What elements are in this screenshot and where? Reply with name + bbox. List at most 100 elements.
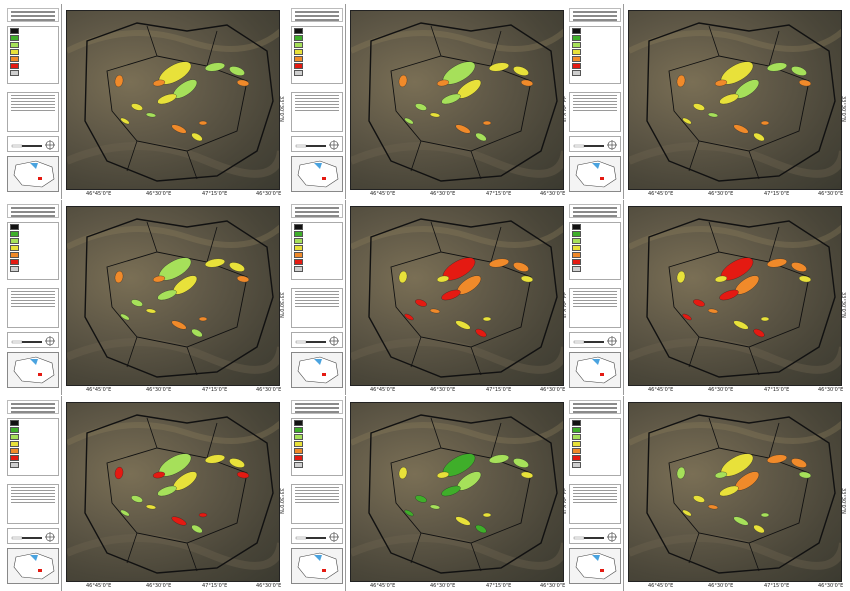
zone-patch xyxy=(475,132,487,142)
legend-swatch xyxy=(572,245,581,251)
zone-patch xyxy=(198,316,208,322)
zone-patch xyxy=(171,516,187,526)
zone-patch xyxy=(707,308,719,314)
scale-bar-box xyxy=(569,136,621,152)
legend-notes-box xyxy=(569,484,621,524)
zone-patch xyxy=(157,289,177,301)
legend-swatch xyxy=(572,455,581,461)
inset-locator-map xyxy=(569,156,621,192)
map-legend xyxy=(4,4,62,199)
zone-patch xyxy=(404,313,414,321)
legend-notes-box xyxy=(7,288,59,328)
legend-swatch xyxy=(10,252,19,258)
legend-swatch xyxy=(10,441,19,447)
zone-patch xyxy=(236,275,250,283)
scale-bar-box xyxy=(7,136,59,152)
zone-patch xyxy=(131,103,143,111)
zone-patch xyxy=(415,495,427,503)
legend-swatch xyxy=(294,238,303,244)
legend-swatch xyxy=(572,63,581,69)
longitude-label: 46°45'0"E xyxy=(370,583,396,589)
legend-swatch xyxy=(294,420,303,426)
longitude-label: 46°45'0"E xyxy=(648,387,674,393)
legend-swatch xyxy=(294,224,303,230)
county-boundary xyxy=(390,447,532,544)
legend-swatch xyxy=(10,224,19,230)
inset-locator-map xyxy=(569,352,621,388)
longitude-label: 47°15'0"E xyxy=(486,583,512,589)
zone-patch xyxy=(791,262,807,272)
latitude-labels: 33°30'0"N xyxy=(838,230,846,380)
legend-classes-box xyxy=(7,418,59,476)
province-boundary xyxy=(646,414,836,574)
latitude-label: 33°30'0"N xyxy=(562,292,568,318)
zone-patch xyxy=(455,320,471,330)
longitude-label: 46°30'0"E xyxy=(540,583,566,589)
satellite-map xyxy=(66,10,280,190)
zone-patch xyxy=(760,316,770,322)
zone-patch xyxy=(482,316,492,322)
zone-patch xyxy=(766,62,788,72)
longitude-label: 46°30'0"E xyxy=(256,191,282,197)
zone-patch xyxy=(191,132,203,142)
zone-patch xyxy=(482,512,492,518)
zone-patch xyxy=(429,308,441,314)
longitude-label: 46°30'0"E xyxy=(146,583,172,589)
legend-swatch xyxy=(572,441,581,447)
zone-patch xyxy=(733,320,749,330)
longitude-label: 46°30'0"E xyxy=(146,387,172,393)
legend-swatch xyxy=(10,448,19,454)
zone-patch xyxy=(404,117,414,125)
legend-swatch xyxy=(10,28,19,34)
zone-patch xyxy=(693,299,705,307)
county-boundary xyxy=(668,251,810,348)
zone-patch xyxy=(676,466,686,480)
longitude-labels: 46°45'0"E 46°30'0"E 47°15'0"E 46°30'0"E xyxy=(628,583,843,591)
legend-swatch xyxy=(10,42,19,48)
legend-classes-box xyxy=(7,26,59,84)
legend-title-block xyxy=(569,8,621,22)
zone-patch xyxy=(157,93,177,105)
legend-swatch xyxy=(294,70,303,76)
zone-patch xyxy=(676,74,686,88)
legend-swatch xyxy=(294,63,303,69)
county-boundary xyxy=(126,221,218,376)
zone-patch xyxy=(766,258,788,268)
latitude-label: 33°30'0"N xyxy=(278,292,284,318)
map-panel: 33°30'0"N 46°45'0"E 46°30'0"E 47°15'0"E 46°3… xyxy=(288,396,568,591)
zone-patch xyxy=(145,112,157,118)
zone-patch xyxy=(114,74,124,88)
province-boundary xyxy=(646,218,836,378)
zone-patch xyxy=(398,466,408,480)
legend-swatch xyxy=(572,252,581,258)
zone-patch xyxy=(441,485,461,497)
longitude-label: 46°45'0"E xyxy=(86,191,112,197)
legend-swatch xyxy=(572,462,581,468)
zone-patch xyxy=(204,258,226,268)
legend-swatch xyxy=(294,427,303,433)
longitude-label: 46°30'0"E xyxy=(146,191,172,197)
legend-swatch xyxy=(572,224,581,230)
legend-notes-box xyxy=(569,288,621,328)
zone-patch xyxy=(760,512,770,518)
county-boundary xyxy=(390,251,532,348)
longitude-label: 46°30'0"E xyxy=(818,191,844,197)
map-legend xyxy=(566,396,624,591)
legend-swatch xyxy=(10,63,19,69)
zone-patch xyxy=(455,124,471,134)
zone-patch xyxy=(719,93,739,105)
zone-patch xyxy=(236,471,250,479)
scale-bar-box xyxy=(291,332,343,348)
latitude-labels: 33°30'0"N xyxy=(276,426,284,576)
longitude-labels: 46°45'0"E 46°30'0"E 47°15'0"E 46°30'0"E xyxy=(628,191,844,199)
zone-patch xyxy=(760,120,770,126)
zone-patch xyxy=(120,509,130,517)
zone-patch xyxy=(693,103,705,111)
longitude-label: 46°45'0"E xyxy=(648,583,674,589)
zone-patch xyxy=(513,262,529,272)
county-boundary xyxy=(410,417,502,572)
satellite-map xyxy=(628,10,842,190)
scale-bar-box xyxy=(291,136,343,152)
legend-title-block xyxy=(291,8,343,22)
satellite-map xyxy=(66,402,280,582)
